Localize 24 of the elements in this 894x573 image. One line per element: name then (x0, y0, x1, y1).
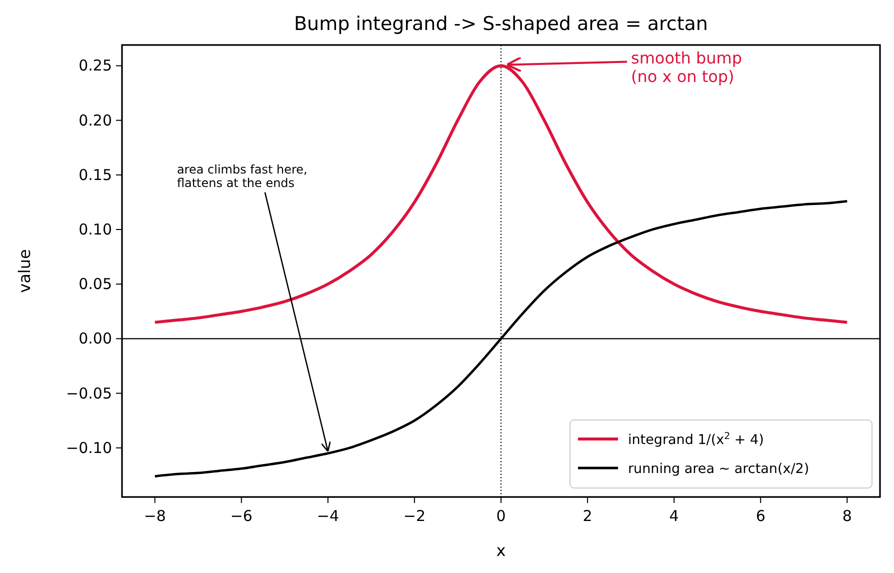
y-tick-label: −0.05 (66, 384, 112, 402)
y-tick-label: 0.10 (78, 220, 112, 239)
y-tick-label: 0.00 (78, 330, 112, 348)
x-tick-label: 4 (669, 507, 679, 525)
x-tick-label: 6 (756, 507, 766, 525)
y-tick-label: 0.05 (78, 275, 112, 294)
x-tick-label: 8 (842, 507, 852, 525)
y-tick-label: 0.15 (78, 166, 112, 184)
legend-label: integrand 1/(x$^{2}$ + 4) (628, 430, 764, 448)
legend-label: running area ~ arctan(x/2) (628, 461, 810, 477)
x-tick-label: 0 (496, 507, 506, 525)
x-tick-label: −2 (403, 507, 426, 525)
x-axis-title: x (496, 541, 506, 560)
x-tick-label: 2 (582, 507, 592, 525)
y-tick-label: 0.25 (78, 56, 112, 75)
annotation: area climbs fast here, flattens at the ends (176, 162, 308, 190)
y-tick-label: 0.20 (78, 111, 112, 130)
x-tick-label: −4 (316, 507, 340, 525)
chart-title: Bump integrand -> S-shaped area = arctan (294, 13, 708, 35)
y-axis-title: value (15, 249, 34, 293)
y-tick-label: −0.10 (66, 438, 112, 457)
x-tick-label: −8 (144, 507, 166, 525)
annotation: smooth bump (no x on top) (631, 48, 742, 86)
x-tick-label: −6 (230, 507, 252, 525)
